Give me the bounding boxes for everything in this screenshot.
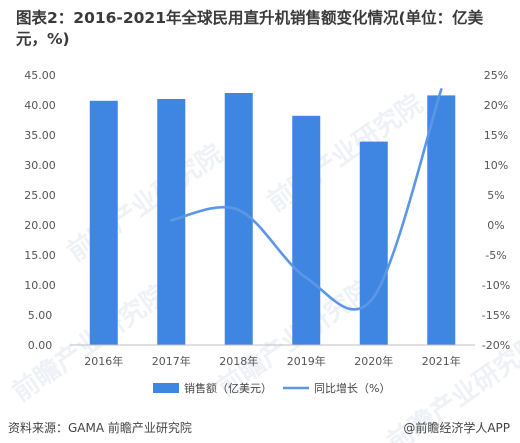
y-left-tick-15.00: 15.00 — [24, 249, 56, 262]
x-tick-2019年: 2019年 — [287, 354, 326, 368]
y-left-tick-0.00: 0.00 — [28, 339, 53, 352]
bar-2020年 — [359, 141, 388, 345]
y-left-tick-20.00: 20.00 — [24, 219, 56, 232]
y-right-tick--15%: -15% — [482, 309, 510, 322]
legend-label-line: 同比增长（%） — [314, 381, 390, 395]
y-right-tick-10%: 10% — [484, 159, 508, 172]
y-left-tick-30.00: 30.00 — [24, 159, 56, 172]
tick-labels: 0.00 5.00 10.00 15.00 20.00 25.00 30.00 35.00 40… — [24, 69, 510, 368]
y-right-tick--20%: -20% — [482, 339, 510, 352]
y-left-tick-25.00: 25.00 — [24, 189, 56, 202]
x-tick-2017年: 2017年 — [152, 354, 191, 368]
credit-note: @前瞻经济学人APP — [403, 421, 510, 435]
y-right-tick-25%: 25% — [484, 69, 508, 82]
y-right-tick-15%: 15% — [484, 129, 508, 142]
bars — [89, 93, 456, 346]
bar-2017年 — [157, 99, 186, 345]
growth-line-path — [169, 88, 443, 311]
y-left-tick-10.00: 10.00 — [24, 279, 56, 292]
y-right-tick--10%: -10% — [482, 279, 510, 292]
growth-line — [169, 88, 443, 311]
bar-2018年 — [224, 93, 253, 345]
y-left-tick-35.00: 35.00 — [24, 129, 56, 142]
y-right-tick-5%: 5% — [487, 189, 504, 202]
legend: 销售额（亿美元） 同比增长（%） — [153, 381, 390, 395]
x-tick-2020年: 2020年 — [354, 354, 393, 368]
y-right-tick-20%: 20% — [484, 99, 508, 112]
bar-2021年 — [427, 95, 456, 346]
y-left-tick-40.00: 40.00 — [24, 99, 56, 112]
legend-label-bar: 销售额（亿美元） — [184, 381, 272, 395]
legend-swatch-bar — [153, 383, 179, 393]
y-left-tick-45.00: 45.00 — [24, 69, 56, 82]
x-tick-2021年: 2021年 — [422, 354, 461, 368]
y-left-tick-5.00: 5.00 — [28, 309, 53, 322]
source-note: 资料来源：GAMA 前瞻产业研究院 — [8, 421, 192, 435]
y-right-tick-0%: 0% — [487, 219, 504, 232]
watermark-0: 前瞻产业研究院 — [62, 138, 229, 268]
x-tick-2016年: 2016年 — [84, 354, 123, 368]
chart-title: 图表2：2016-2021年全球民用直升机销售额变化情况(单位：亿美元，%) — [16, 9, 484, 48]
bar-2019年 — [292, 115, 321, 345]
x-tick-2018年: 2018年 — [219, 354, 258, 368]
bar-2016年 — [89, 100, 118, 345]
y-right-tick--5%: -5% — [485, 249, 506, 262]
watermark-1: 前瞻产业研究院 — [262, 88, 429, 218]
